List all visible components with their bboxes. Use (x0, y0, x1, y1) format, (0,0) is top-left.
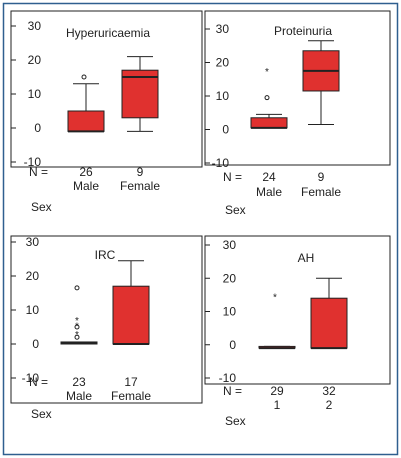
box (67, 110, 105, 132)
group-label: Male (73, 179, 99, 193)
outlier-circle (74, 285, 80, 291)
y-tick-label: 10 (26, 303, 40, 317)
n-count: 23 (72, 375, 86, 389)
group-label: Female (120, 179, 160, 193)
y-tick-label: 10 (28, 87, 42, 101)
box (121, 69, 159, 119)
y-tick-label: 30 (223, 238, 237, 252)
n-count: 26 (79, 165, 93, 179)
n-prefix: N = (29, 165, 48, 179)
plot-area (204, 10, 391, 166)
plot-area (204, 235, 391, 385)
group-label: Female (301, 185, 341, 199)
outlier-star: * (273, 293, 277, 304)
x-axis-label: Sex (225, 414, 246, 428)
x-axis-label: Sex (225, 203, 246, 217)
y-tick-label: 20 (216, 56, 230, 70)
y-tick-label: 0 (222, 123, 229, 137)
group-label: Female (111, 389, 151, 403)
plot-area (10, 10, 203, 168)
group-label: 2 (326, 398, 333, 412)
group-label: Male (66, 389, 92, 403)
y-tick-label: 20 (28, 53, 42, 67)
n-count: 9 (137, 165, 144, 179)
group-label: Male (256, 185, 282, 199)
outlier-circle (264, 95, 270, 101)
chart-title: IRC (95, 248, 116, 262)
y-tick-label: 10 (216, 89, 230, 103)
box (250, 117, 288, 129)
group-label: 1 (274, 398, 281, 412)
y-tick-label: 0 (34, 121, 41, 135)
y-tick-label: -10 (24, 155, 42, 169)
outlier-star: * (75, 321, 79, 332)
chart-title: Hyperuricaemia (66, 26, 150, 40)
n-count: 9 (318, 170, 325, 184)
outlier-circle (74, 324, 80, 330)
chart-title: AH (298, 251, 315, 265)
y-tick-label: -10 (22, 371, 40, 385)
y-tick-label: -10 (212, 156, 230, 170)
y-tick-label: 20 (26, 269, 40, 283)
y-tick-label: 0 (32, 337, 39, 351)
outlier-star: * (75, 316, 79, 327)
x-axis-label: Sex (31, 200, 52, 214)
n-prefix: N = (29, 375, 48, 389)
outlier-circle (81, 74, 87, 80)
n-count: 24 (262, 170, 276, 184)
y-tick-label: 0 (229, 338, 236, 352)
box (310, 297, 348, 349)
y-tick-label: 30 (26, 235, 40, 249)
n-count: 32 (322, 384, 336, 398)
box (112, 285, 150, 345)
y-tick-label: -10 (219, 371, 237, 385)
n-count: 29 (270, 384, 284, 398)
y-tick-label: 30 (28, 19, 42, 33)
y-tick-label: 10 (223, 305, 237, 319)
n-count: 17 (124, 375, 138, 389)
outlier-circle (74, 334, 80, 340)
outlier-star: * (265, 67, 269, 78)
plot-area (10, 235, 203, 404)
chart-title: Proteinuria (274, 24, 332, 38)
chart-panel: 30 20 10 0 -10 AH * 291 322 N = Sex (204, 235, 391, 428)
y-tick-label: 20 (223, 271, 237, 285)
y-tick-label: 30 (216, 22, 230, 36)
n-prefix: N = (223, 170, 242, 184)
x-axis-label: Sex (31, 407, 52, 421)
n-prefix: N = (223, 384, 242, 398)
